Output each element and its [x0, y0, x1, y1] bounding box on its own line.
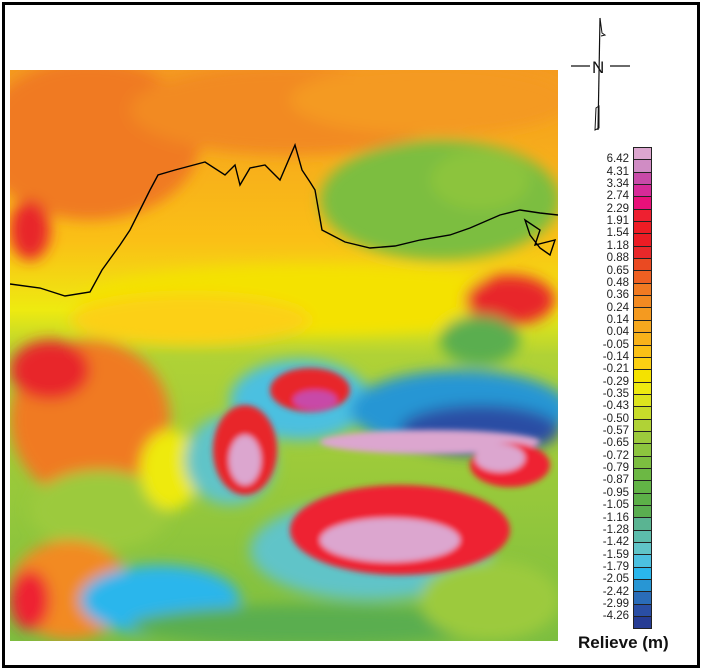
legend-swatch [633, 345, 652, 358]
north-arrow-icon: N [571, 17, 630, 131]
legend-label: 1.18 [606, 239, 629, 252]
legend-swatch [633, 592, 652, 605]
legend-swatch [633, 246, 652, 260]
legend-swatch [633, 209, 652, 223]
legend-label: 0.36 [606, 289, 629, 302]
coastline [10, 142, 558, 297]
legend-label: -1.79 [602, 560, 629, 573]
legend-swatch [633, 407, 652, 420]
legend-label: -0.79 [602, 462, 629, 475]
legend-swatch [633, 172, 652, 186]
legend-label: -1.16 [602, 511, 629, 524]
legend-swatch [633, 357, 652, 371]
legend-swatch [633, 296, 652, 309]
legend-label: 6.42 [606, 153, 629, 166]
legend-label: 0.48 [606, 276, 629, 289]
legend-swatch [633, 320, 652, 334]
legend-swatch [633, 543, 652, 556]
legend-label: -0.65 [602, 437, 629, 450]
legend-label: 1.91 [606, 215, 629, 228]
legend-label: -0.57 [602, 425, 629, 438]
legend-label: -0.29 [602, 375, 629, 388]
legend-label: -4.26 [602, 610, 629, 623]
legend-swatch [633, 604, 652, 618]
legend-label: 0.24 [606, 301, 629, 314]
legend-label: 0.88 [606, 252, 629, 265]
legend-label: -0.95 [602, 486, 629, 499]
legend-swatch [633, 567, 652, 581]
legend-label: 2.74 [606, 190, 629, 203]
legend-label: -0.05 [602, 338, 629, 351]
legend-swatch [633, 530, 652, 543]
legend-label: 3.34 [606, 178, 629, 191]
legend-swatch [633, 333, 652, 346]
legend-title: Relieve (m) [578, 633, 669, 652]
legend-label: -1.59 [602, 548, 629, 561]
relief-map [10, 70, 558, 641]
legend-label: 4.31 [606, 165, 629, 178]
legend-swatch [633, 160, 652, 173]
legend-swatch [633, 555, 652, 568]
legend-label: -0.21 [602, 363, 629, 376]
legend-swatch [633, 271, 652, 284]
legend-label: -2.05 [602, 573, 629, 586]
legend-swatch [633, 308, 652, 321]
legend-label: 0.14 [606, 313, 629, 326]
legend-label: -0.43 [602, 400, 629, 413]
legend-label: 1.54 [606, 227, 629, 240]
north-label: N [592, 58, 604, 77]
legend-swatch [633, 419, 652, 432]
legend-label: -0.14 [602, 350, 629, 363]
legend-swatch [633, 444, 652, 457]
high-relief-areas [213, 368, 550, 575]
legend-colorbar [633, 147, 652, 630]
legend-label: -0.72 [602, 449, 629, 462]
legend-swatch [633, 370, 652, 383]
legend-swatch [633, 382, 652, 395]
legend-label: -0.87 [602, 474, 629, 487]
legend-swatch [633, 456, 652, 469]
legend-swatch [633, 431, 652, 445]
legend-swatch [633, 481, 652, 494]
legend-swatch [633, 505, 652, 519]
legend-label: -0.50 [602, 412, 629, 425]
legend-swatch [633, 468, 652, 482]
legend-swatch [633, 259, 652, 272]
legend-label: 0.65 [606, 264, 629, 277]
legend-swatch [633, 147, 652, 161]
legend-swatch [633, 580, 652, 593]
legend-swatch [633, 518, 652, 531]
legend-swatch [633, 185, 652, 198]
legend-label: -2.42 [602, 585, 629, 598]
legend-swatch [633, 283, 652, 297]
legend-swatch [633, 197, 652, 210]
legend-label: -2.99 [602, 597, 629, 610]
legend-label: -1.42 [602, 536, 629, 549]
legend-swatch [633, 394, 652, 408]
legend-swatch [633, 234, 652, 247]
legend-label: -1.05 [602, 499, 629, 512]
legend-label: 0.04 [606, 326, 629, 339]
legend-label: -1.28 [602, 523, 629, 536]
legend-label: 2.29 [606, 202, 629, 215]
legend-label: -0.35 [602, 388, 629, 400]
legend-swatch [633, 617, 652, 630]
legend-swatch [633, 493, 652, 506]
legend-swatch [633, 222, 652, 235]
